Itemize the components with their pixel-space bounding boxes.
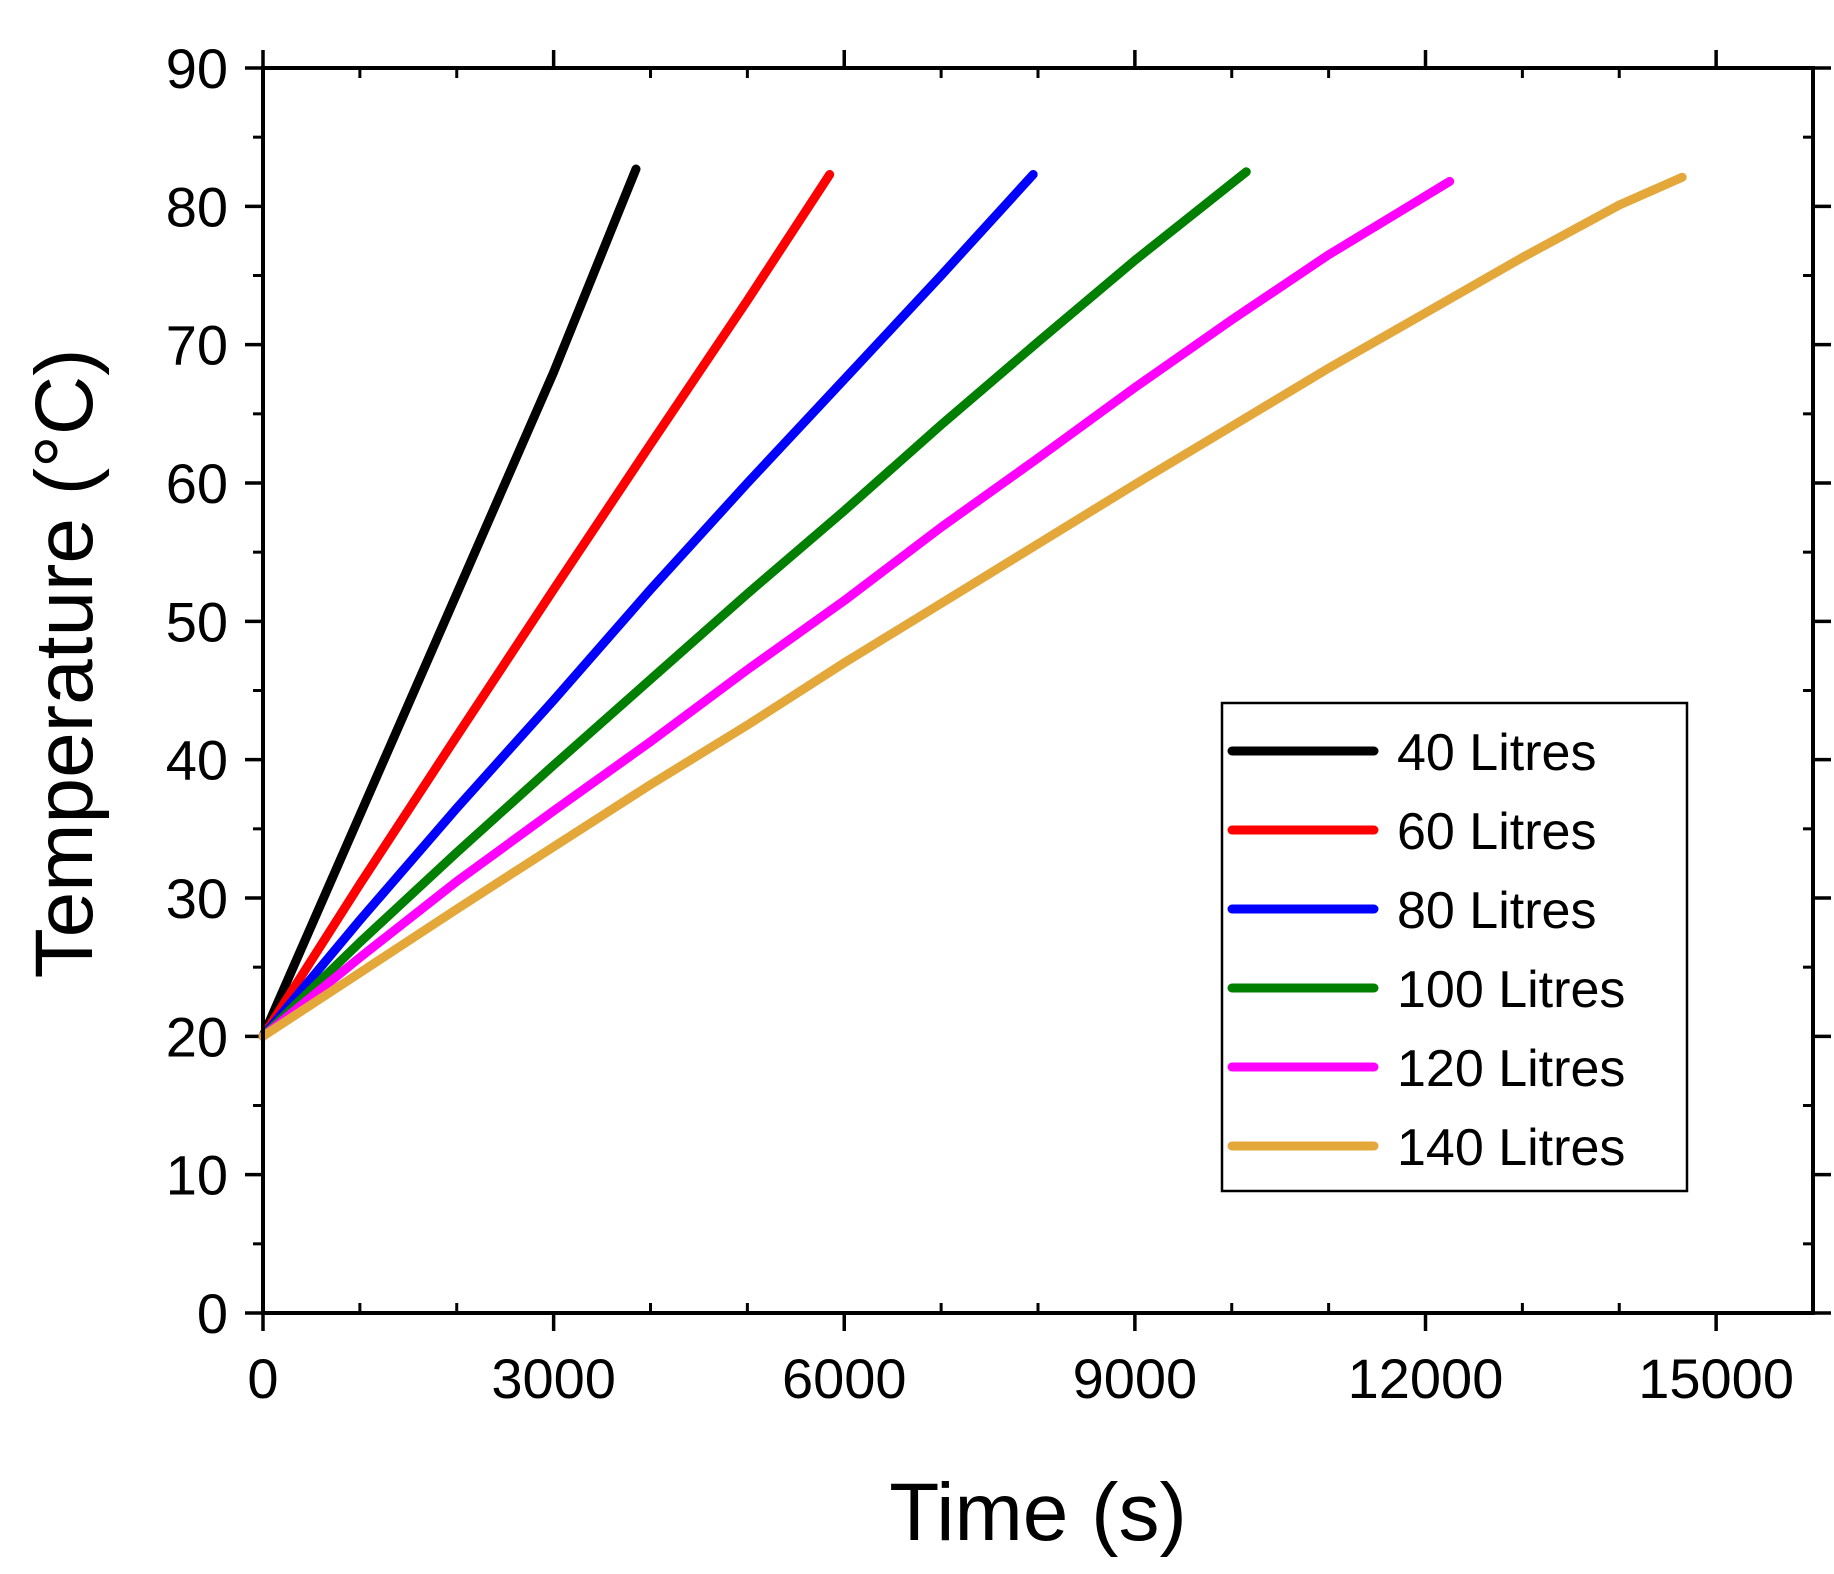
y-tick-label: 80 (166, 175, 228, 238)
legend: 40 Litres 60 Litres 80 Litres 100 Litres 120… (1220, 701, 1689, 1193)
legend-label-4: 100 Litres (1397, 961, 1625, 1019)
x-major-ticks (261, 50, 1718, 1331)
series-line-1 (258, 164, 641, 1041)
y-tick-label: 90 (166, 37, 228, 100)
legend-label-5: 120 Litres (1397, 1040, 1625, 1098)
x-tick-label: 9000 (1073, 1347, 1198, 1410)
y-tick-label: 50 (166, 590, 228, 653)
plot-area-frame (261, 66, 1815, 1315)
legend-label-6: 140 Litres (1397, 1119, 1625, 1177)
series-line-6 (258, 172, 1687, 1041)
x-axis-title: Time (s) (889, 1467, 1187, 1558)
legend-label-2: 60 Litres (1397, 803, 1596, 861)
y-tick-label: 70 (166, 314, 228, 377)
y-tick-label: 40 (166, 729, 228, 792)
y-axis-title: Temperature (°C) (19, 349, 110, 979)
y-tick-label: 0 (197, 1282, 228, 1345)
x-tick-label: 3000 (491, 1347, 616, 1410)
series-line-4 (258, 167, 1251, 1041)
series-group (258, 164, 1687, 1041)
x-tick-label: 12000 (1348, 1347, 1504, 1410)
x-tick-labels: 0 3000 6000 9000 12000 15000 (247, 1347, 1794, 1410)
y-tick-label: 30 (166, 867, 228, 930)
legend-label-1: 40 Litres (1397, 724, 1596, 782)
x-tick-label: 0 (247, 1347, 278, 1410)
y-tick-label: 20 (166, 1005, 228, 1068)
y-tick-label: 10 (166, 1144, 228, 1207)
x-tick-label: 15000 (1638, 1347, 1794, 1410)
x-tick-label: 6000 (782, 1347, 907, 1410)
series-line-2 (258, 170, 835, 1041)
y-tick-labels: 0 10 20 30 40 50 60 70 80 90 (166, 37, 228, 1345)
legend-box (1220, 701, 1689, 1193)
series-line-3 (258, 170, 1038, 1041)
legend-label-3: 80 Litres (1397, 882, 1596, 940)
series-line-5 (258, 176, 1455, 1041)
y-tick-label: 60 (166, 452, 228, 515)
